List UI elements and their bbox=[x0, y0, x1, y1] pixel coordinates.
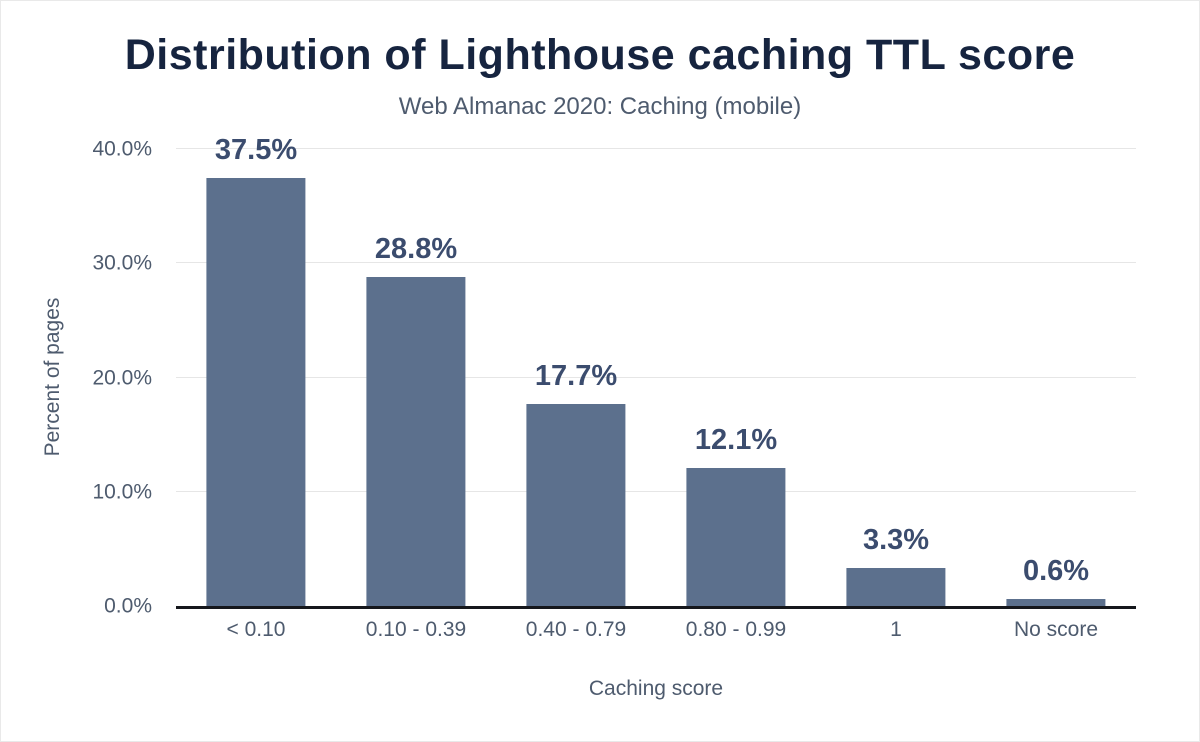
x-tick-label: 0.40 - 0.79 bbox=[525, 618, 627, 641]
x-tick-label: 1 bbox=[890, 618, 902, 641]
bar-group: 0.6% bbox=[976, 149, 1136, 606]
chart-title: Distribution of Lighthouse caching TTL s… bbox=[124, 31, 1076, 79]
x-tick-label: No score bbox=[1013, 618, 1099, 641]
plot-area: 37.5% 28.8% 17.7% 12.1% 3.3% 0.6% bbox=[176, 135, 1136, 609]
y-tick-label: 0.0% bbox=[104, 594, 152, 618]
x-axis-tick-labels: < 0.10 0.10 - 0.39 0.40 - 0.79 0.80 - 0.99 1… bbox=[176, 618, 1136, 642]
bar-value-label: 12.1% bbox=[694, 423, 778, 456]
bar[interactable] bbox=[686, 467, 786, 606]
bar[interactable] bbox=[1006, 599, 1106, 606]
bar[interactable] bbox=[846, 568, 946, 606]
gridline bbox=[176, 376, 1136, 378]
x-axis-title: Caching score bbox=[588, 677, 724, 700]
bar-group: 12.1% bbox=[656, 149, 816, 606]
x-tick-label: < 0.10 bbox=[226, 618, 286, 641]
bar[interactable] bbox=[206, 177, 306, 606]
bar[interactable] bbox=[526, 403, 626, 606]
y-tick-label: 20.0% bbox=[92, 366, 152, 389]
bar-value-label: 28.8% bbox=[374, 232, 458, 265]
bar-value-label: 17.7% bbox=[534, 359, 618, 392]
bar-group: 3.3% bbox=[816, 149, 976, 606]
bar[interactable] bbox=[366, 276, 466, 606]
y-tick-label: 30.0% bbox=[92, 251, 152, 275]
y-tick-label: 40.0% bbox=[92, 137, 152, 161]
bars-row: 37.5% 28.8% 17.7% 12.1% 3.3% 0.6% bbox=[176, 135, 1136, 606]
bar-value-label: 0.6% bbox=[1022, 555, 1090, 588]
y-axis-tick-labels: 0.0% 10.0% 20.0% 30.0% 40.0% bbox=[1, 139, 164, 617]
gridline bbox=[176, 262, 1136, 264]
bar-group: 37.5% bbox=[176, 135, 336, 606]
chart-subtitle: Web Almanac 2020: Caching (mobile) bbox=[398, 93, 802, 120]
bar-value-label: 3.3% bbox=[862, 524, 930, 557]
x-tick-label: 0.10 - 0.39 bbox=[365, 618, 467, 641]
bar-group: 17.7% bbox=[496, 149, 656, 606]
gridline bbox=[176, 490, 1136, 492]
bar-value-label: 37.5% bbox=[214, 133, 298, 166]
bar-group: 28.8% bbox=[336, 149, 496, 606]
x-tick-label: 0.80 - 0.99 bbox=[685, 618, 787, 641]
y-tick-label: 10.0% bbox=[92, 480, 152, 504]
gridline bbox=[176, 148, 1136, 149]
